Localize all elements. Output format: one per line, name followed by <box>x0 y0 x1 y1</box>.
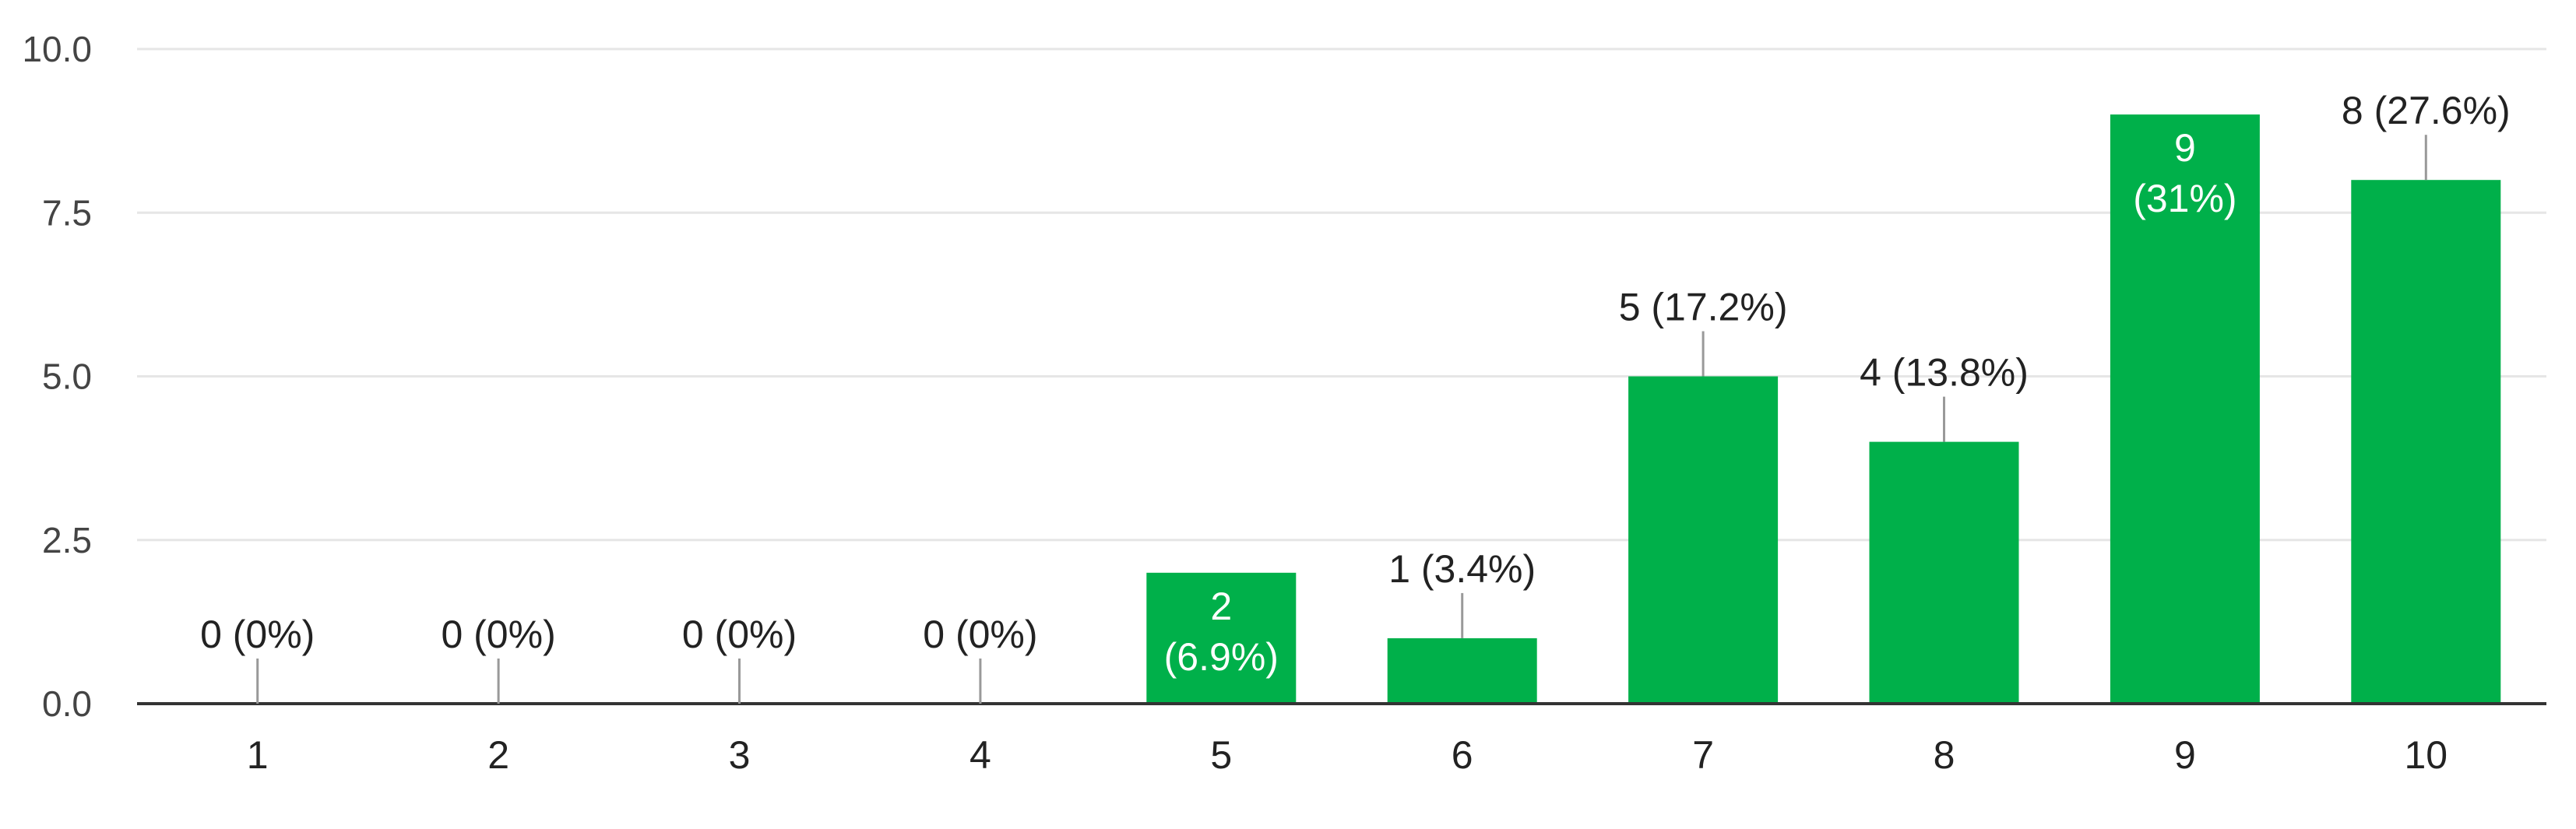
bar-8 <box>1870 442 2019 704</box>
x-tick-label: 5 <box>1210 733 1232 777</box>
data-label: 1 (3.4%) <box>1388 547 1536 591</box>
bars <box>1146 114 2500 704</box>
data-label: 0 (0%) <box>682 613 797 656</box>
y-tick-label: 10.0 <box>22 29 92 69</box>
bar-7 <box>1628 377 1778 704</box>
bar-10 <box>2351 180 2500 704</box>
y-tick-label: 7.5 <box>42 192 92 233</box>
y-tick-label: 2.5 <box>42 520 92 560</box>
data-label: 4 (13.8%) <box>1860 351 2029 395</box>
x-tick-label: 3 <box>729 733 751 777</box>
data-label: 0 (0%) <box>441 613 555 656</box>
x-tick-label: 10 <box>2404 733 2448 777</box>
x-tick-label: 9 <box>2174 733 2196 777</box>
x-tick-label: 1 <box>247 733 269 777</box>
data-label: 0 (0%) <box>200 613 315 656</box>
x-tick-label: 8 <box>1934 733 1955 777</box>
y-tick-label: 5.0 <box>42 357 92 397</box>
y-tick-label: 0.0 <box>42 683 92 724</box>
data-label: 8 (27.6%) <box>2342 89 2511 132</box>
x-tick-label: 7 <box>1692 733 1714 777</box>
bar-6 <box>1388 638 1537 704</box>
x-tick-label: 4 <box>970 733 991 777</box>
data-label: 0 (0%) <box>923 613 1037 656</box>
data-label: 5 (17.2%) <box>1619 286 1788 329</box>
x-tick-label: 2 <box>487 733 509 777</box>
x-tick-label: 6 <box>1452 733 1473 777</box>
